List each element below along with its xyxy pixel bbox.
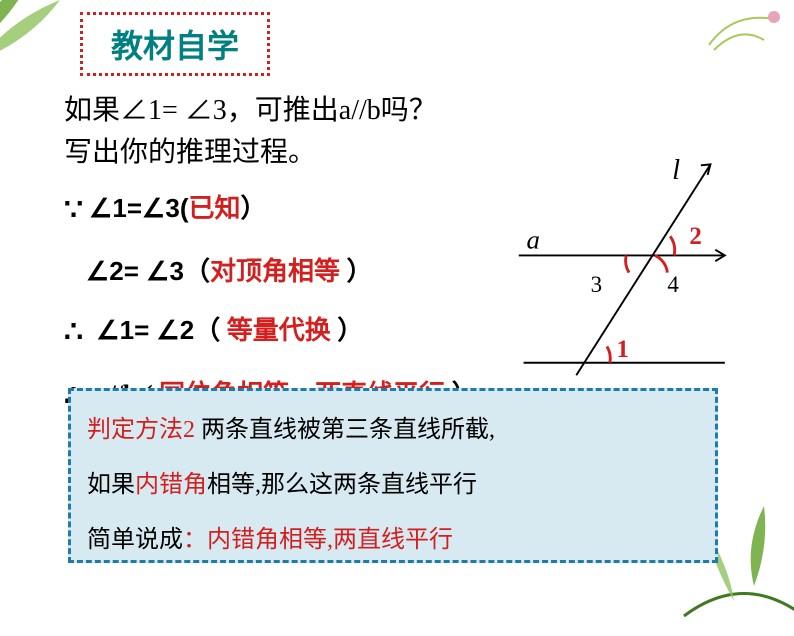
question-line-2: 写出你的推理过程。 — [64, 132, 514, 174]
proof-line-1: ∵∠1=∠3(已知） — [64, 184, 514, 238]
proof-line-3: ∴ ∠1= ∠2（ 等量代换 ） — [64, 306, 514, 360]
title-box: 教材自学 — [80, 12, 270, 76]
content-area: 如果∠1= ∠3，可推出a//b吗？ 写出你的推理过程。 ∵∠1=∠3(已知） … — [64, 90, 514, 424]
geometry-diagram: l a 2 3 4 1 — [514, 150, 744, 380]
label-2: 2 — [689, 223, 701, 250]
decoration-tr — [704, 5, 784, 55]
leaf-decoration-tl — [0, 0, 80, 70]
theorem-line-2: 如果内错角相等,那么这两条直线平行 — [87, 458, 699, 513]
label-3: 3 — [591, 272, 603, 297]
title-text: 教材自学 — [111, 28, 239, 64]
question-line-1: 如果∠1= ∠3，可推出a//b吗？ — [64, 90, 514, 132]
label-4: 4 — [667, 272, 679, 297]
label-l: l — [672, 154, 680, 186]
label-a: a — [526, 225, 539, 255]
theorem-box: 判定方法2 两条直线被第三条直线所截, 如果内错角相等,那么这两条直线平行 简单… — [68, 388, 718, 563]
theorem-line-1: 判定方法2 两条直线被第三条直线所截, — [87, 403, 699, 458]
proof-line-2: ∠2= ∠3（对顶角相等 ） — [86, 248, 514, 296]
label-1: 1 — [617, 336, 629, 363]
theorem-line-3: 简单说成：内错角相等,两直线平行 — [87, 513, 699, 568]
